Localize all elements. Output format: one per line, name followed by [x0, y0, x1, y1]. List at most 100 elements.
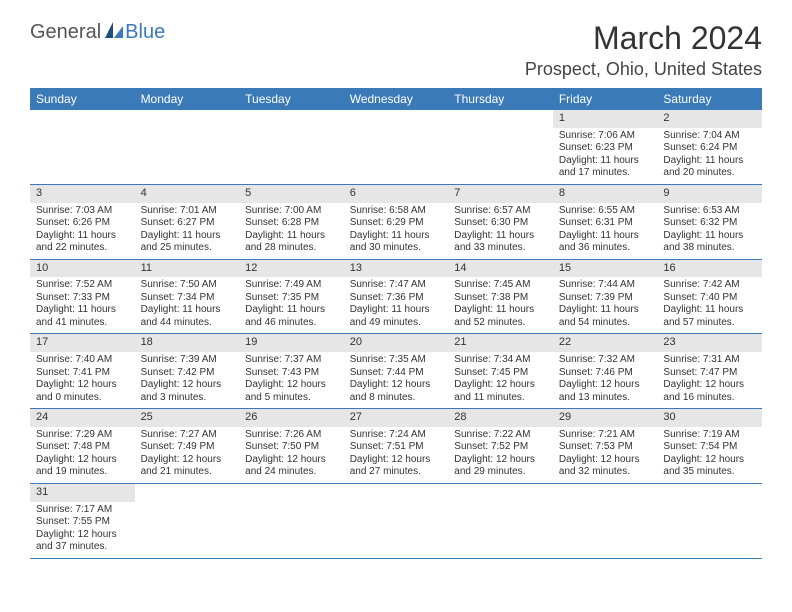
day-content: Sunrise: 7:22 AMSunset: 7:52 PMDaylight:… [448, 427, 553, 483]
day-content: Sunrise: 6:57 AMSunset: 6:30 PMDaylight:… [448, 203, 553, 259]
day-cell: 2Sunrise: 7:04 AMSunset: 6:24 PMDaylight… [657, 110, 762, 184]
day-number: 16 [657, 260, 762, 278]
day-cell: 29Sunrise: 7:21 AMSunset: 7:53 PMDayligh… [553, 409, 658, 483]
day-cell: 26Sunrise: 7:26 AMSunset: 7:50 PMDayligh… [239, 409, 344, 483]
daylight-line: Daylight: 12 hours and 8 minutes. [350, 379, 443, 404]
sunrise-line: Sunrise: 7:01 AM [141, 205, 234, 218]
daylight-line: Daylight: 11 hours and 54 minutes. [559, 304, 652, 329]
day-cell-empty [344, 484, 449, 558]
week-row: 17Sunrise: 7:40 AMSunset: 7:41 PMDayligh… [30, 334, 762, 409]
day-number: 22 [553, 334, 658, 352]
sunrise-line: Sunrise: 7:27 AM [141, 429, 234, 442]
day-content: Sunrise: 6:53 AMSunset: 6:32 PMDaylight:… [657, 203, 762, 259]
sunrise-line: Sunrise: 7:32 AM [559, 354, 652, 367]
sunset-line: Sunset: 7:53 PM [559, 441, 652, 454]
sunset-line: Sunset: 7:36 PM [350, 292, 443, 305]
sunrise-line: Sunrise: 7:17 AM [36, 504, 129, 517]
day-number: 2 [657, 110, 762, 128]
day-number: 26 [239, 409, 344, 427]
day-number: 1 [553, 110, 658, 128]
sunset-line: Sunset: 7:38 PM [454, 292, 547, 305]
sunrise-line: Sunrise: 7:03 AM [36, 205, 129, 218]
sunset-line: Sunset: 7:49 PM [141, 441, 234, 454]
day-content: Sunrise: 7:35 AMSunset: 7:44 PMDaylight:… [344, 352, 449, 408]
day-content: Sunrise: 7:40 AMSunset: 7:41 PMDaylight:… [30, 352, 135, 408]
sunset-line: Sunset: 6:31 PM [559, 217, 652, 230]
week-row: 1Sunrise: 7:06 AMSunset: 6:23 PMDaylight… [30, 110, 762, 185]
sunrise-line: Sunrise: 7:40 AM [36, 354, 129, 367]
day-content: Sunrise: 7:31 AMSunset: 7:47 PMDaylight:… [657, 352, 762, 408]
day-content: Sunrise: 7:34 AMSunset: 7:45 PMDaylight:… [448, 352, 553, 408]
sunrise-line: Sunrise: 7:29 AM [36, 429, 129, 442]
sunrise-line: Sunrise: 7:22 AM [454, 429, 547, 442]
sunset-line: Sunset: 7:55 PM [36, 516, 129, 529]
day-number: 6 [344, 185, 449, 203]
day-header-thursday: Thursday [448, 88, 553, 110]
daylight-line: Daylight: 11 hours and 30 minutes. [350, 230, 443, 255]
sunset-line: Sunset: 7:39 PM [559, 292, 652, 305]
daylight-line: Daylight: 12 hours and 32 minutes. [559, 454, 652, 479]
sunrise-line: Sunrise: 7:26 AM [245, 429, 338, 442]
day-content: Sunrise: 7:44 AMSunset: 7:39 PMDaylight:… [553, 277, 658, 333]
day-content: Sunrise: 7:29 AMSunset: 7:48 PMDaylight:… [30, 427, 135, 483]
sunset-line: Sunset: 7:40 PM [663, 292, 756, 305]
sunset-line: Sunset: 7:34 PM [141, 292, 234, 305]
day-cell: 4Sunrise: 7:01 AMSunset: 6:27 PMDaylight… [135, 185, 240, 259]
day-number: 8 [553, 185, 658, 203]
day-cell: 28Sunrise: 7:22 AMSunset: 7:52 PMDayligh… [448, 409, 553, 483]
sunrise-line: Sunrise: 7:49 AM [245, 279, 338, 292]
day-cell-empty [30, 110, 135, 184]
day-cell: 25Sunrise: 7:27 AMSunset: 7:49 PMDayligh… [135, 409, 240, 483]
sunrise-line: Sunrise: 7:06 AM [559, 130, 652, 143]
day-content: Sunrise: 7:19 AMSunset: 7:54 PMDaylight:… [657, 427, 762, 483]
day-content: Sunrise: 7:37 AMSunset: 7:43 PMDaylight:… [239, 352, 344, 408]
sunset-line: Sunset: 7:47 PM [663, 367, 756, 380]
daylight-line: Daylight: 12 hours and 11 minutes. [454, 379, 547, 404]
day-content: Sunrise: 7:50 AMSunset: 7:34 PMDaylight:… [135, 277, 240, 333]
daylight-line: Daylight: 12 hours and 13 minutes. [559, 379, 652, 404]
day-cell: 15Sunrise: 7:44 AMSunset: 7:39 PMDayligh… [553, 260, 658, 334]
day-cell: 17Sunrise: 7:40 AMSunset: 7:41 PMDayligh… [30, 334, 135, 408]
day-cell: 10Sunrise: 7:52 AMSunset: 7:33 PMDayligh… [30, 260, 135, 334]
sunset-line: Sunset: 7:44 PM [350, 367, 443, 380]
sunset-line: Sunset: 6:32 PM [663, 217, 756, 230]
sunset-line: Sunset: 7:41 PM [36, 367, 129, 380]
day-content: Sunrise: 7:17 AMSunset: 7:55 PMDaylight:… [30, 502, 135, 558]
title-block: March 2024 Prospect, Ohio, United States [525, 20, 762, 80]
sunset-line: Sunset: 7:43 PM [245, 367, 338, 380]
daylight-line: Daylight: 11 hours and 44 minutes. [141, 304, 234, 329]
sunrise-line: Sunrise: 6:58 AM [350, 205, 443, 218]
sunrise-line: Sunrise: 7:35 AM [350, 354, 443, 367]
daylight-line: Daylight: 11 hours and 28 minutes. [245, 230, 338, 255]
day-cell: 21Sunrise: 7:34 AMSunset: 7:45 PMDayligh… [448, 334, 553, 408]
day-cell: 8Sunrise: 6:55 AMSunset: 6:31 PMDaylight… [553, 185, 658, 259]
day-cell: 31Sunrise: 7:17 AMSunset: 7:55 PMDayligh… [30, 484, 135, 558]
sunset-line: Sunset: 7:54 PM [663, 441, 756, 454]
day-header-wednesday: Wednesday [344, 88, 449, 110]
day-header-saturday: Saturday [657, 88, 762, 110]
day-number: 13 [344, 260, 449, 278]
week-row: 31Sunrise: 7:17 AMSunset: 7:55 PMDayligh… [30, 484, 762, 559]
daylight-line: Daylight: 11 hours and 49 minutes. [350, 304, 443, 329]
day-content: Sunrise: 7:42 AMSunset: 7:40 PMDaylight:… [657, 277, 762, 333]
day-cell: 5Sunrise: 7:00 AMSunset: 6:28 PMDaylight… [239, 185, 344, 259]
day-cell: 24Sunrise: 7:29 AMSunset: 7:48 PMDayligh… [30, 409, 135, 483]
sunset-line: Sunset: 6:29 PM [350, 217, 443, 230]
day-number: 21 [448, 334, 553, 352]
sunrise-line: Sunrise: 7:04 AM [663, 130, 756, 143]
day-content: Sunrise: 7:27 AMSunset: 7:49 PMDaylight:… [135, 427, 240, 483]
sunset-line: Sunset: 6:30 PM [454, 217, 547, 230]
sunrise-line: Sunrise: 7:47 AM [350, 279, 443, 292]
day-cell: 3Sunrise: 7:03 AMSunset: 6:26 PMDaylight… [30, 185, 135, 259]
day-content: Sunrise: 7:03 AMSunset: 6:26 PMDaylight:… [30, 203, 135, 259]
sail-icon [103, 20, 125, 45]
logo-text-blue: Blue [125, 21, 165, 44]
day-cell-empty [135, 110, 240, 184]
sunset-line: Sunset: 6:24 PM [663, 142, 756, 155]
sunrise-line: Sunrise: 7:50 AM [141, 279, 234, 292]
day-number: 27 [344, 409, 449, 427]
day-cell: 1Sunrise: 7:06 AMSunset: 6:23 PMDaylight… [553, 110, 658, 184]
day-header-monday: Monday [135, 88, 240, 110]
sunset-line: Sunset: 7:48 PM [36, 441, 129, 454]
day-number: 19 [239, 334, 344, 352]
